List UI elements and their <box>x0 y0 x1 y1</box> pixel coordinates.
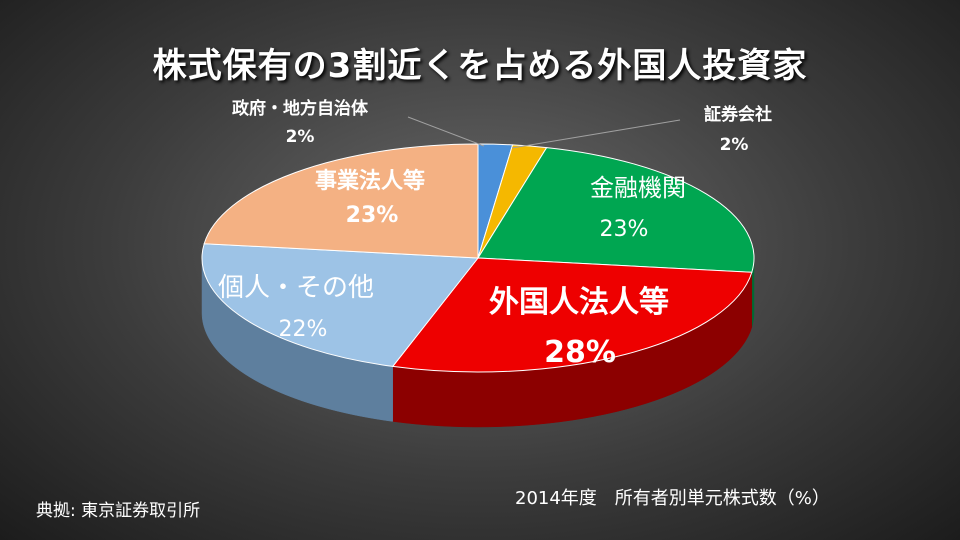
slice-label-3: 外国人法人等 <box>489 285 669 320</box>
slice-value-4: 22% <box>279 317 328 342</box>
slice-label-4: 個人・その他 <box>218 273 374 303</box>
leader-line-1 <box>511 119 681 149</box>
source-note: 典拠: 東京証券取引所 <box>36 501 201 521</box>
slice-value-2: 23% <box>600 217 649 242</box>
chart-caption: 2014年度 所有者別単元株式数（%） <box>515 488 830 509</box>
pie-slice-5 <box>203 143 479 259</box>
slice-value-5: 23% <box>346 203 399 228</box>
pie-slice-2 <box>477 147 755 273</box>
pie-slice-3 <box>391 257 753 373</box>
slice-value-1: 2% <box>720 135 749 155</box>
slice-label-5: 事業法人等 <box>315 168 425 194</box>
chart-title: 株式保有の3割近くを占める外国人投資家 <box>152 46 808 86</box>
pie-slice-4 <box>201 243 479 367</box>
slice-value-0: 2% <box>286 127 315 147</box>
slice-value-3: 28% <box>544 335 616 370</box>
leader-line-0 <box>407 116 485 147</box>
slice-label-1: 証券会社 <box>704 104 772 125</box>
slice-label-2: 金融機関 <box>590 174 686 202</box>
slice-label-0: 政府・地方自治体 <box>232 98 369 119</box>
